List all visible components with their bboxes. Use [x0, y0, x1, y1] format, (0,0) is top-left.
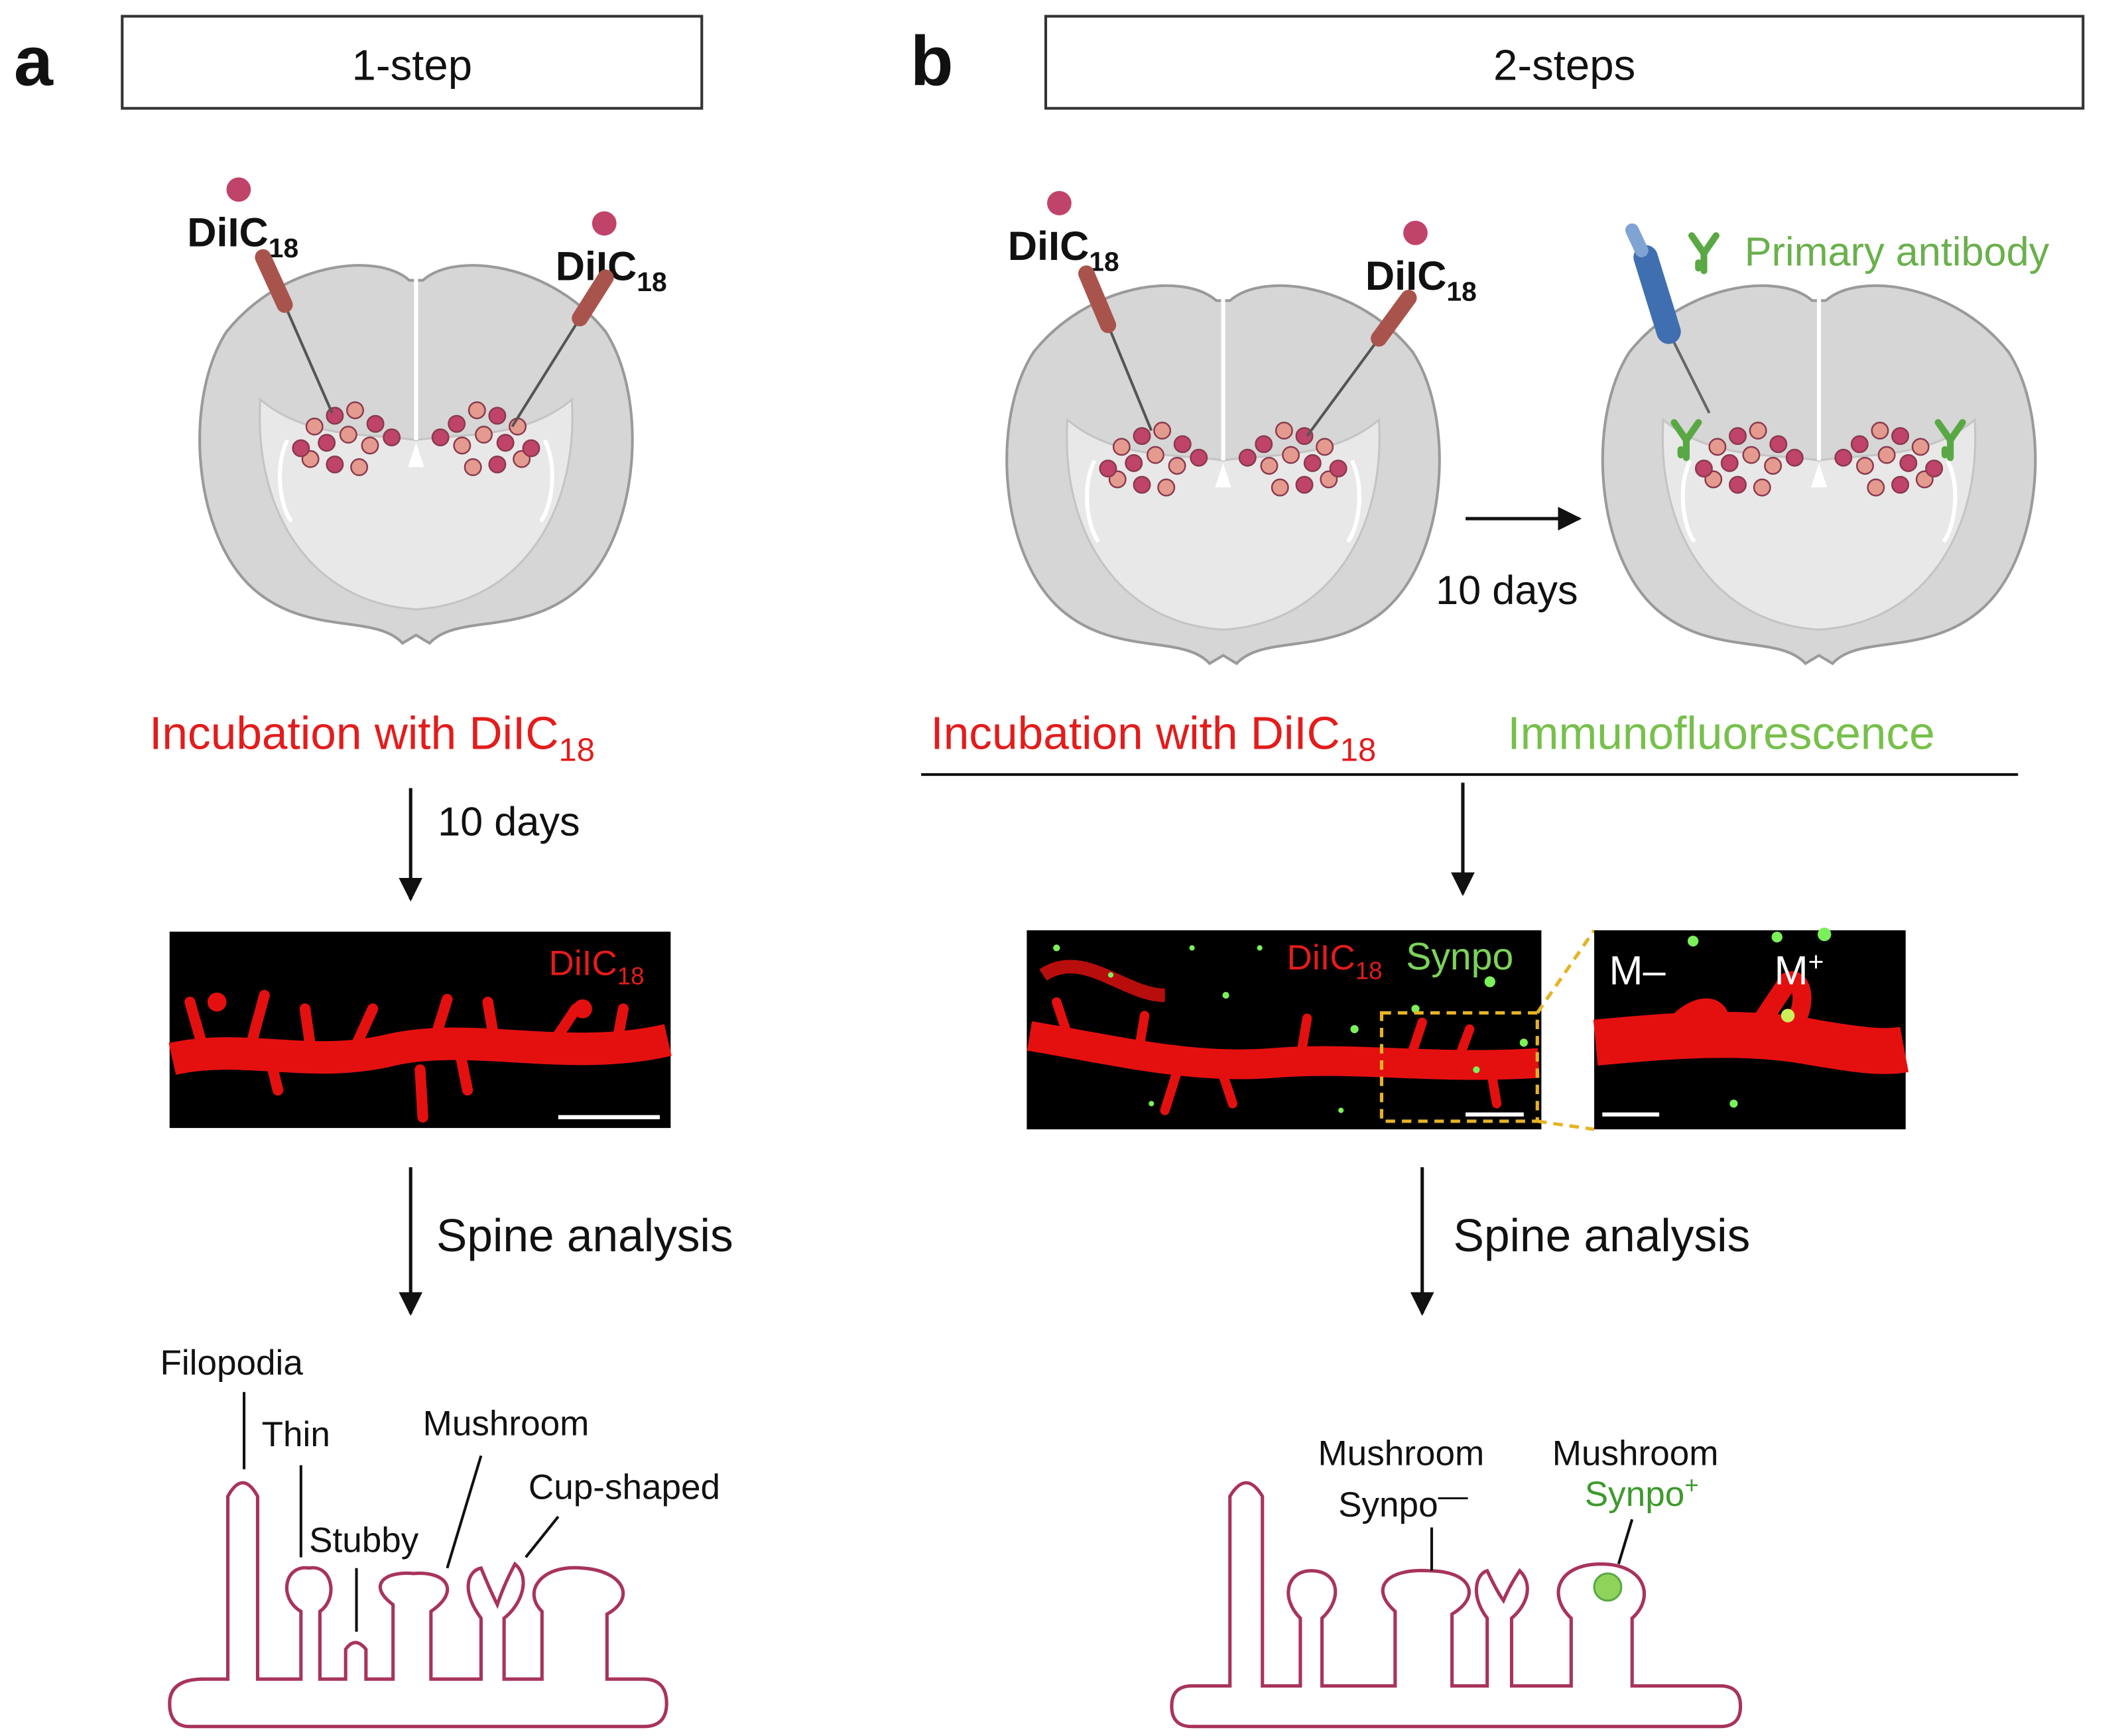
label-sup: —	[1438, 1479, 1468, 1513]
brain	[200, 265, 633, 643]
label-text: DiIC	[1008, 223, 1090, 269]
label-sub: 18	[1340, 733, 1377, 769]
title-box	[121, 15, 704, 110]
dye-label: DiIC18	[556, 244, 667, 297]
dye-dot	[1047, 190, 1072, 216]
spine-type: Thin	[262, 1415, 330, 1454]
spine-type: Mushroom	[423, 1404, 590, 1444]
label-text: DiIC	[187, 210, 269, 255]
spine-type: Cup-shaped	[529, 1468, 720, 1507]
label-sup: –	[1643, 948, 1666, 993]
spine-type: Mushroom	[1552, 1434, 1719, 1473]
dye-dot	[226, 177, 251, 202]
panel-title: 2-steps	[1493, 40, 1635, 89]
dye-label: DiIC18	[187, 210, 298, 263]
inset-micrograph	[1593, 927, 1909, 1130]
label-sub: 18	[269, 233, 298, 263]
spine-type: Mushroom	[1318, 1434, 1484, 1473]
zoom-lines	[1536, 929, 1596, 1131]
label-text: M	[1609, 948, 1643, 993]
label-sub: 18	[1446, 276, 1476, 306]
micrograph	[1027, 930, 1542, 1130]
label-sup: +	[1684, 1471, 1698, 1499]
label-text: M	[1775, 948, 1808, 993]
image-label: Synpo	[1406, 936, 1513, 978]
panel-letter: b	[910, 22, 954, 101]
step-label: Incubation with DiIC18	[149, 707, 595, 768]
label-text: Synpo	[1338, 1485, 1438, 1524]
label-text: Incubation with DiIC	[149, 707, 558, 759]
inset-label: M–	[1609, 948, 1666, 993]
label-text: DiIC	[549, 944, 617, 983]
pipette	[1625, 223, 1711, 414]
panel-title: 1-step	[351, 40, 472, 89]
label-sup: +	[1808, 946, 1824, 977]
label-text: DiIC	[1286, 938, 1355, 977]
inset-label: M+	[1775, 946, 1824, 993]
image-label: DiIC18	[1286, 938, 1382, 984]
synpo-marker	[1593, 1572, 1623, 1602]
dye-dot	[592, 211, 617, 236]
label-sub: 18	[617, 963, 645, 990]
label-text: Synpo	[1585, 1475, 1685, 1514]
duration-label: 10 days	[438, 799, 580, 844]
label-text: Incubation with DiIC	[930, 707, 1340, 759]
step-label: Immunofluorescence	[1507, 707, 1934, 759]
syringe	[255, 249, 614, 428]
antibody-label: Primary antibody	[1745, 229, 2050, 274]
spine-type: Stubby	[309, 1520, 419, 1560]
spine-outline	[168, 1481, 668, 1729]
label-sub: 18	[558, 733, 595, 769]
spine-outline	[1170, 1481, 1743, 1729]
syringe	[1078, 265, 1417, 437]
spine-marker: Synpo—	[1338, 1479, 1468, 1524]
antibody-icon	[1692, 235, 1716, 271]
micrograph	[168, 931, 672, 1129]
title-box	[1044, 15, 2085, 110]
spine-marker: Synpo+	[1585, 1471, 1699, 1513]
analysis-label: Spine analysis	[436, 1209, 733, 1261]
label-sub: 18	[637, 267, 666, 297]
dye-dot	[1403, 220, 1428, 245]
step-label: Incubation with DiIC18	[930, 707, 1376, 768]
leader-lines	[1430, 1519, 1634, 1571]
image-label: DiIC18	[549, 944, 645, 989]
dye-label: DiIC18	[1365, 253, 1477, 306]
analysis-label: Spine analysis	[1454, 1209, 1751, 1261]
panel-letter: a	[14, 22, 54, 101]
dye-label: DiIC18	[1008, 223, 1119, 277]
label-sub: 18	[1355, 957, 1383, 984]
leader-lines	[243, 1392, 560, 1632]
duration-label: 10 days	[1436, 568, 1578, 613]
spine-type: Filopodia	[160, 1343, 303, 1383]
